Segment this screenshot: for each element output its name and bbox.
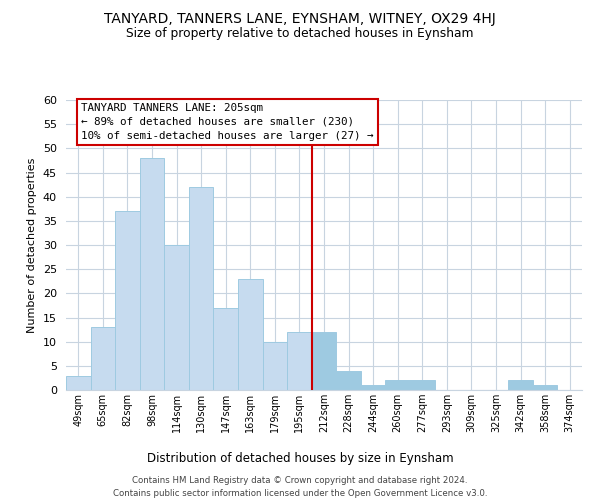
Bar (140, 158, 164, 390)
Text: Distribution of detached houses by size in Eynsham: Distribution of detached houses by size … (146, 452, 454, 465)
Bar (312, 332, 336, 390)
Bar (115, 211, 140, 390)
Bar (238, 279, 263, 390)
Bar (91, 327, 115, 390)
Bar (336, 370, 361, 390)
Bar (263, 342, 287, 390)
Bar (189, 187, 214, 390)
Bar (533, 385, 557, 390)
Bar (164, 245, 189, 390)
Bar (214, 308, 238, 390)
Text: TANYARD TANNERS LANE: 205sqm
← 89% of detached houses are smaller (230)
10% of s: TANYARD TANNERS LANE: 205sqm ← 89% of de… (82, 103, 374, 141)
Bar (361, 385, 385, 390)
Text: Size of property relative to detached houses in Eynsham: Size of property relative to detached ho… (126, 28, 474, 40)
Y-axis label: Number of detached properties: Number of detached properties (27, 158, 37, 332)
Text: Contains HM Land Registry data © Crown copyright and database right 2024.
Contai: Contains HM Land Registry data © Crown c… (113, 476, 487, 498)
Bar (508, 380, 533, 390)
Text: TANYARD, TANNERS LANE, EYNSHAM, WITNEY, OX29 4HJ: TANYARD, TANNERS LANE, EYNSHAM, WITNEY, … (104, 12, 496, 26)
Bar (410, 380, 434, 390)
Bar (287, 332, 312, 390)
Bar (66, 376, 91, 390)
Bar (385, 380, 410, 390)
